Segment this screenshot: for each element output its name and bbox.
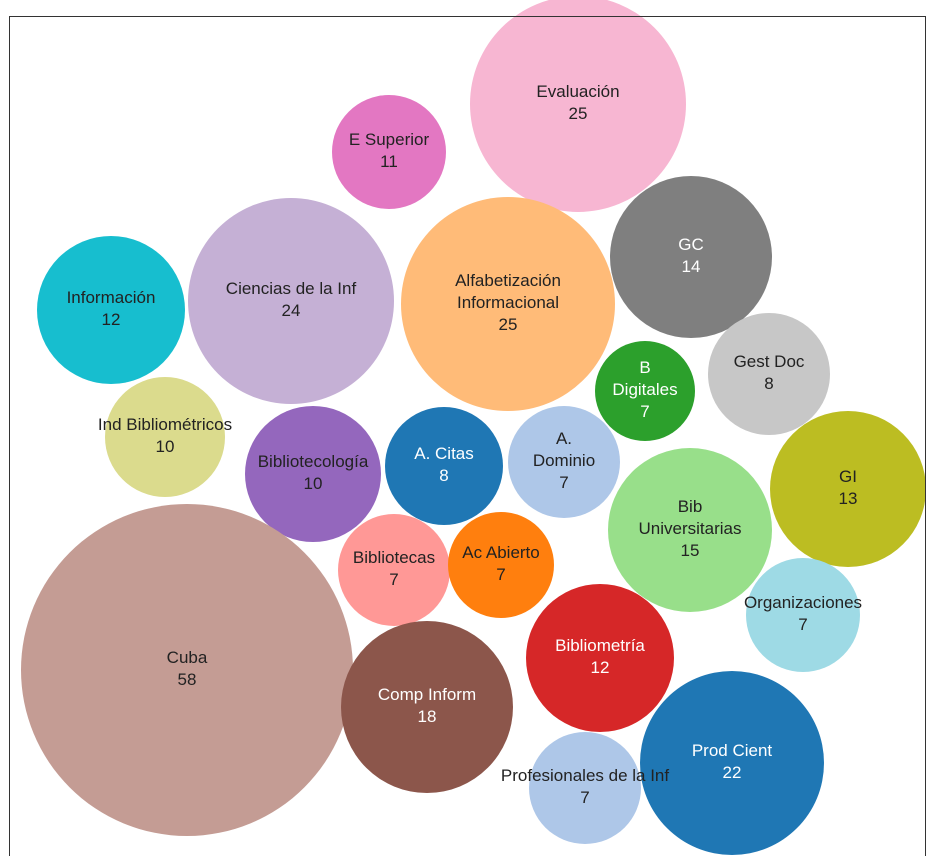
bubble-ciencias-de-la-inf (188, 198, 394, 404)
bubble-label-prod-cient: Prod Cient 22 (692, 741, 773, 782)
bubble-value: 25 (569, 104, 588, 123)
bubble-a-citas (385, 407, 503, 525)
bubble-value: 13 (839, 489, 858, 508)
bubble-name-line: Digitales (612, 380, 677, 399)
bubble-label-ind-bibliometricos: Ind Bibliométricos 10 (98, 415, 232, 456)
bubble-bib-universitarias (608, 448, 772, 612)
bubble-ind-bibliometricos (105, 377, 225, 497)
bubble-label-ciencias-de-la-inf: Ciencias de la Inf 24 (226, 279, 357, 320)
bubble-name-line: Informacional (457, 293, 559, 312)
bubble-name-line: Ac Abierto (462, 543, 540, 562)
bubble-a-dominio (508, 406, 620, 518)
bubble-cuba (21, 504, 353, 836)
bubble-value: 24 (282, 301, 301, 320)
bubble-value: 22 (723, 763, 742, 782)
bubble-name-line: Información (67, 288, 156, 307)
bubble-gc (610, 176, 772, 338)
bubble-label-evaluacion: Evaluación 25 (536, 82, 619, 123)
bubble-name-line: Comp Inform (378, 685, 476, 704)
bubble-name-line: Dominio (533, 451, 595, 470)
bubble-name-line: Bibliotecología (258, 452, 369, 471)
bubble-value: 8 (439, 466, 448, 485)
bubble-name-line: GI (839, 467, 857, 486)
bubble-label-gc: GC 14 (678, 235, 704, 276)
bubble-gi (770, 411, 926, 567)
bubble-e-superior (332, 95, 446, 209)
bubble-name-line: E Superior (349, 130, 430, 149)
bubble-ac-abierto (448, 512, 554, 618)
bubble-gest-doc (708, 313, 830, 435)
bubble-organizaciones (746, 558, 860, 672)
bubble-name-line: Bib (678, 497, 703, 516)
bubble-label-a-dominio: A. Dominio 7 (533, 429, 595, 492)
bubble-label-alfabetizacion-informacional: Alfabetización Informacional 25 (455, 271, 561, 334)
bubble-comp-inform (341, 621, 513, 793)
bubble-evaluacion (470, 0, 686, 212)
bubble-bibliometria (526, 584, 674, 732)
bubble-value: 7 (496, 565, 505, 584)
bubble-value: 7 (389, 570, 398, 589)
bubble-name-line: Cuba (167, 648, 208, 667)
bubble-name-line: Evaluación (536, 82, 619, 101)
bubble-value: 7 (580, 788, 589, 807)
bubble-informacion (37, 236, 185, 384)
bubble-label-informacion: Información 12 (67, 288, 156, 329)
bubble-label-profesionales-de-la-inf: Profesionales de la Inf 7 (501, 766, 669, 807)
bubble-name-line: Ind Bibliométricos (98, 415, 232, 434)
bubble-name-line: Ciencias de la Inf (226, 279, 357, 298)
bubble-name-line: Alfabetización (455, 271, 561, 290)
bubble-value: 7 (559, 473, 568, 492)
bubble-alfabetizacion-informacional (401, 197, 615, 411)
bubble-label-bib-universitarias: Bib Universitarias 15 (639, 497, 742, 560)
bubble-b-digitales (595, 341, 695, 441)
bubble-name-line: Gest Doc (734, 352, 805, 371)
bubble-label-organizaciones: Organizaciones 7 (744, 593, 862, 634)
bubble-label-cuba: Cuba 58 (167, 648, 208, 689)
bubble-profesionales-de-la-inf (529, 732, 641, 844)
bubble-label-bibliotecologia: Bibliotecología 10 (258, 452, 369, 493)
bubble-prod-cient (640, 671, 824, 855)
bubble-value: 10 (156, 437, 175, 456)
bubble-value: 15 (681, 541, 700, 560)
bubble-value: 12 (591, 658, 610, 677)
bubble-name-line: A. (556, 429, 572, 448)
bubble-value: 10 (304, 474, 323, 493)
bubble-name-line: Universitarias (639, 519, 742, 538)
bubble-label-b-digitales: B Digitales 7 (612, 358, 677, 421)
bubble-name-line: A. Citas (414, 444, 474, 463)
bubble-name-line: Organizaciones (744, 593, 862, 612)
bubble-value: 14 (682, 257, 701, 276)
bubble-value: 7 (640, 402, 649, 421)
bubble-label-bibliometria: Bibliometría 12 (555, 636, 645, 677)
bubble-label-gest-doc: Gest Doc 8 (734, 352, 805, 393)
bubble-value: 25 (499, 315, 518, 334)
bubble-value: 7 (798, 615, 807, 634)
bubble-bibliotecas (338, 514, 450, 626)
bubble-name-line: Bibliotecas (353, 548, 435, 567)
bubble-label-a-citas: A. Citas 8 (414, 444, 474, 485)
bubble-name-line: GC (678, 235, 704, 254)
bubble-name-line: B (639, 358, 650, 377)
bubble-value: 58 (178, 670, 197, 689)
bubble-value: 11 (380, 152, 398, 171)
bubble-name-line: Profesionales de la Inf (501, 766, 669, 785)
bubble-label-ac-abierto: Ac Abierto 7 (462, 543, 540, 584)
bubble-value: 8 (764, 374, 773, 393)
bubble-name-line: Bibliometría (555, 636, 645, 655)
bubble-label-bibliotecas: Bibliotecas 7 (353, 548, 435, 589)
bubble-label-e-superior: E Superior 11 (349, 130, 430, 171)
bubble-name-line: Prod Cient (692, 741, 773, 760)
bubble-label-comp-inform: Comp Inform 18 (378, 685, 476, 726)
bubble-value: 12 (102, 310, 121, 329)
bubble-bibliotecologia (245, 406, 381, 542)
bubble-label-gi: GI 13 (839, 467, 858, 508)
bubble-value: 18 (418, 707, 437, 726)
